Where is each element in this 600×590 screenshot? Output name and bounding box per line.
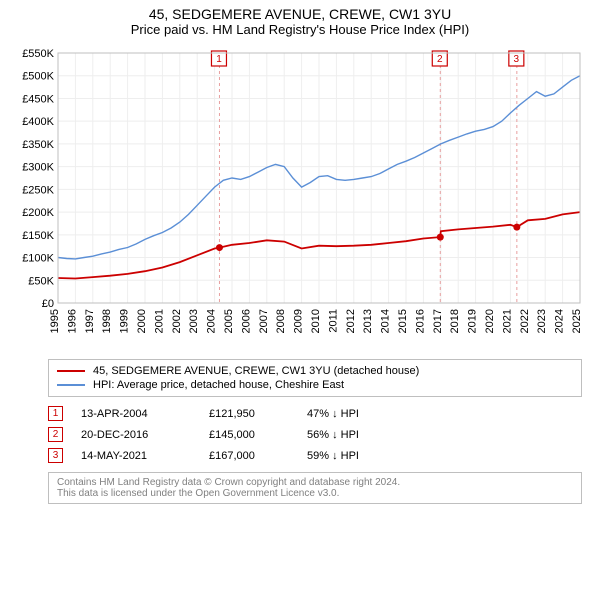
svg-text:2007: 2007 bbox=[258, 309, 270, 333]
svg-text:2000: 2000 bbox=[136, 309, 148, 333]
svg-text:£550K: £550K bbox=[22, 48, 54, 60]
chart-subtitle: Price paid vs. HM Land Registry's House … bbox=[0, 22, 600, 43]
svg-text:2003: 2003 bbox=[188, 309, 200, 333]
attribution-box: Contains HM Land Registry data © Crown c… bbox=[48, 472, 582, 504]
svg-text:£0: £0 bbox=[42, 298, 54, 310]
svg-text:1995: 1995 bbox=[49, 309, 61, 333]
legend-item: 45, SEDGEMERE AVENUE, CREWE, CW1 3YU (de… bbox=[57, 364, 573, 378]
event-date: 14-MAY-2021 bbox=[81, 450, 191, 462]
svg-text:2017: 2017 bbox=[432, 309, 444, 333]
svg-text:£200K: £200K bbox=[22, 207, 54, 219]
svg-text:£400K: £400K bbox=[22, 116, 54, 128]
svg-text:2006: 2006 bbox=[240, 309, 252, 333]
event-date: 13-APR-2004 bbox=[81, 408, 191, 420]
legend-label: 45, SEDGEMERE AVENUE, CREWE, CW1 3YU (de… bbox=[93, 365, 419, 377]
event-row: 1 13-APR-2004 £121,950 47% ↓ HPI bbox=[48, 403, 582, 424]
chart-container: 45, SEDGEMERE AVENUE, CREWE, CW1 3YU Pri… bbox=[0, 0, 600, 504]
legend-swatch bbox=[57, 370, 85, 372]
svg-text:2005: 2005 bbox=[223, 309, 235, 333]
svg-text:£250K: £250K bbox=[22, 184, 54, 196]
svg-text:£450K: £450K bbox=[22, 93, 54, 105]
svg-text:2002: 2002 bbox=[171, 309, 183, 333]
svg-text:£50K: £50K bbox=[28, 275, 54, 287]
events-table: 1 13-APR-2004 £121,950 47% ↓ HPI 2 20-DE… bbox=[48, 403, 582, 466]
svg-text:2009: 2009 bbox=[293, 309, 305, 333]
svg-text:£150K: £150K bbox=[22, 230, 54, 242]
svg-text:3: 3 bbox=[514, 54, 520, 65]
legend-item: HPI: Average price, detached house, Ches… bbox=[57, 378, 573, 392]
svg-text:1999: 1999 bbox=[119, 309, 131, 333]
svg-text:£350K: £350K bbox=[22, 139, 54, 151]
svg-text:2024: 2024 bbox=[554, 309, 566, 333]
event-row: 3 14-MAY-2021 £167,000 59% ↓ HPI bbox=[48, 445, 582, 466]
event-price: £121,950 bbox=[209, 408, 289, 420]
attribution-line: This data is licensed under the Open Gov… bbox=[57, 488, 573, 499]
svg-text:2019: 2019 bbox=[467, 309, 479, 333]
legend: 45, SEDGEMERE AVENUE, CREWE, CW1 3YU (de… bbox=[48, 359, 582, 397]
event-marker-icon: 2 bbox=[48, 427, 63, 442]
svg-text:1997: 1997 bbox=[84, 309, 96, 333]
svg-text:2008: 2008 bbox=[275, 309, 287, 333]
svg-text:£500K: £500K bbox=[22, 71, 54, 83]
svg-text:1996: 1996 bbox=[66, 309, 78, 333]
svg-text:£300K: £300K bbox=[22, 162, 54, 174]
svg-text:2021: 2021 bbox=[501, 309, 513, 333]
chart-plot-area: 1 2 3 £0 £50K £100K £150K £200K £250K £300K £350K £… bbox=[10, 43, 590, 353]
attribution-line: Contains HM Land Registry data © Crown c… bbox=[57, 477, 573, 488]
svg-text:1998: 1998 bbox=[101, 309, 113, 333]
svg-text:2011: 2011 bbox=[327, 309, 339, 333]
svg-text:2025: 2025 bbox=[571, 309, 583, 333]
svg-text:2014: 2014 bbox=[380, 309, 392, 333]
event-price: £167,000 bbox=[209, 450, 289, 462]
svg-text:2016: 2016 bbox=[414, 309, 426, 333]
event-hpi-delta: 56% ↓ HPI bbox=[307, 429, 397, 441]
svg-text:2022: 2022 bbox=[519, 309, 531, 333]
svg-text:2020: 2020 bbox=[484, 309, 496, 333]
legend-swatch bbox=[57, 384, 85, 386]
event-marker-icon: 1 bbox=[48, 406, 63, 421]
event-date: 20-DEC-2016 bbox=[81, 429, 191, 441]
event-price: £145,000 bbox=[209, 429, 289, 441]
legend-label: HPI: Average price, detached house, Ches… bbox=[93, 379, 344, 391]
svg-text:2004: 2004 bbox=[206, 309, 218, 333]
svg-text:2: 2 bbox=[437, 54, 443, 65]
svg-text:£100K: £100K bbox=[22, 253, 54, 265]
svg-text:2001: 2001 bbox=[153, 309, 165, 333]
event-marker-icon: 3 bbox=[48, 448, 63, 463]
svg-text:2018: 2018 bbox=[449, 309, 461, 333]
svg-text:2023: 2023 bbox=[536, 309, 548, 333]
chart-svg: 1 2 3 £0 £50K £100K £150K £200K £250K £300K £350K £… bbox=[10, 43, 590, 353]
event-hpi-delta: 47% ↓ HPI bbox=[307, 408, 397, 420]
svg-text:1: 1 bbox=[216, 54, 222, 65]
event-row: 2 20-DEC-2016 £145,000 56% ↓ HPI bbox=[48, 424, 582, 445]
svg-text:2015: 2015 bbox=[397, 309, 409, 333]
svg-text:2010: 2010 bbox=[310, 309, 322, 333]
svg-text:2013: 2013 bbox=[362, 309, 374, 333]
svg-text:2012: 2012 bbox=[345, 309, 357, 333]
event-hpi-delta: 59% ↓ HPI bbox=[307, 450, 397, 462]
chart-title: 45, SEDGEMERE AVENUE, CREWE, CW1 3YU bbox=[0, 0, 600, 22]
